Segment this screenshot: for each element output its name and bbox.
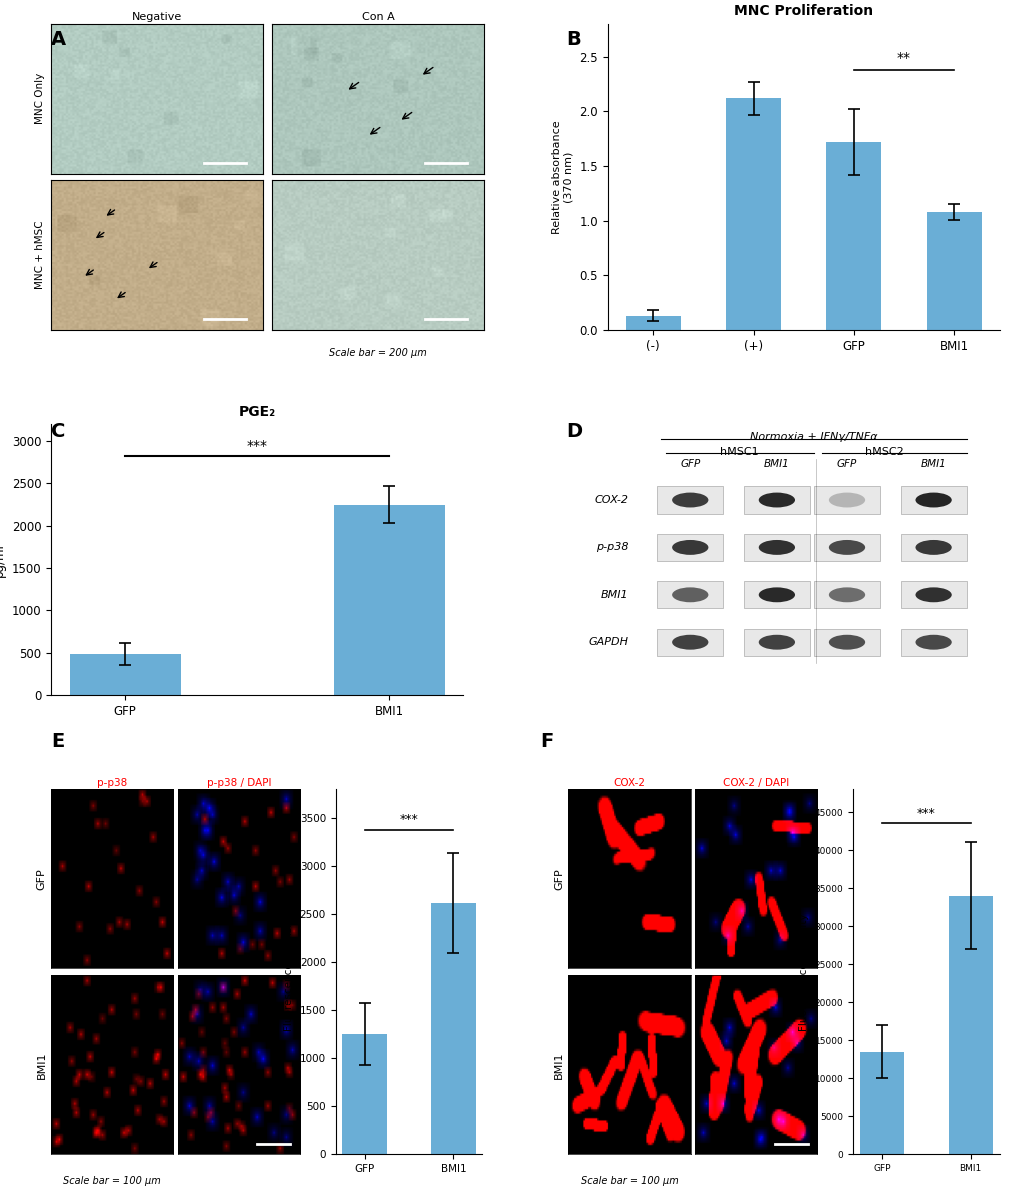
- Title: p-p38 / DAPI: p-p38 / DAPI: [207, 778, 271, 789]
- Ellipse shape: [672, 540, 708, 555]
- FancyBboxPatch shape: [813, 534, 879, 560]
- Ellipse shape: [758, 540, 794, 555]
- Text: C: C: [51, 422, 65, 441]
- Text: GFP: GFP: [680, 459, 700, 469]
- FancyBboxPatch shape: [900, 487, 966, 514]
- Text: p-p38: p-p38: [595, 543, 628, 552]
- Ellipse shape: [828, 540, 864, 555]
- Ellipse shape: [672, 588, 708, 602]
- Y-axis label: GFP: GFP: [37, 868, 47, 890]
- Title: Negative: Negative: [131, 12, 182, 21]
- Text: BMI1: BMI1: [920, 459, 946, 469]
- FancyBboxPatch shape: [813, 628, 879, 656]
- Ellipse shape: [758, 634, 794, 650]
- FancyBboxPatch shape: [656, 581, 722, 608]
- Text: ***: ***: [916, 807, 934, 820]
- FancyBboxPatch shape: [813, 487, 879, 514]
- Bar: [726, 98, 781, 330]
- Y-axis label: Relative absorbance
(370 nm): Relative absorbance (370 nm): [551, 120, 574, 233]
- Text: ***: ***: [399, 813, 418, 826]
- FancyBboxPatch shape: [743, 581, 809, 608]
- Y-axis label: MNC + hMSC: MNC + hMSC: [36, 220, 46, 289]
- Text: A: A: [51, 30, 66, 49]
- Bar: [333, 505, 444, 695]
- Text: F: F: [540, 732, 553, 751]
- Text: GFP: GFP: [836, 459, 856, 469]
- Text: D: D: [566, 422, 582, 441]
- Text: B: B: [566, 30, 580, 49]
- Bar: [342, 1034, 386, 1154]
- Ellipse shape: [672, 634, 708, 650]
- Title: Con A: Con A: [361, 12, 394, 21]
- Y-axis label: BMI1: BMI1: [553, 1051, 564, 1078]
- Ellipse shape: [758, 493, 794, 507]
- Text: GAPDH: GAPDH: [588, 637, 628, 647]
- Text: ***: ***: [247, 439, 267, 453]
- Bar: [69, 653, 180, 695]
- FancyBboxPatch shape: [656, 534, 722, 560]
- Text: BMI1: BMI1: [763, 459, 789, 469]
- Bar: [825, 142, 880, 330]
- FancyBboxPatch shape: [900, 581, 966, 608]
- FancyBboxPatch shape: [656, 628, 722, 656]
- FancyBboxPatch shape: [900, 628, 966, 656]
- Y-axis label: Fluorescence intensity: Fluorescence intensity: [284, 913, 293, 1031]
- Ellipse shape: [828, 634, 864, 650]
- Ellipse shape: [828, 588, 864, 602]
- Text: COX-2: COX-2: [594, 495, 628, 505]
- Text: **: **: [896, 51, 910, 65]
- Text: Normoxia + IFNγ/TNFα: Normoxia + IFNγ/TNFα: [749, 432, 877, 443]
- Text: hMSC1: hMSC1: [719, 447, 758, 457]
- Text: BMI1: BMI1: [600, 590, 628, 600]
- Ellipse shape: [758, 588, 794, 602]
- Ellipse shape: [915, 493, 951, 507]
- Bar: [925, 212, 981, 330]
- Text: Scale bar = 100 μm: Scale bar = 100 μm: [63, 1176, 161, 1185]
- Y-axis label: Fluorescence intensity: Fluorescence intensity: [798, 913, 808, 1031]
- Ellipse shape: [828, 493, 864, 507]
- Title: COX-2 / DAPI: COX-2 / DAPI: [722, 778, 789, 789]
- Bar: [948, 896, 991, 1154]
- Ellipse shape: [915, 540, 951, 555]
- Ellipse shape: [672, 493, 708, 507]
- Ellipse shape: [915, 588, 951, 602]
- Text: Scale bar = 200 μm: Scale bar = 200 μm: [329, 347, 426, 358]
- Bar: [625, 315, 680, 330]
- Y-axis label: MNC Only: MNC Only: [36, 74, 46, 125]
- Text: hMSC2: hMSC2: [864, 447, 903, 457]
- Title: PGE₂: PGE₂: [238, 405, 275, 419]
- FancyBboxPatch shape: [656, 487, 722, 514]
- Bar: [431, 902, 475, 1154]
- Text: E: E: [51, 732, 64, 751]
- FancyBboxPatch shape: [813, 581, 879, 608]
- Y-axis label: pg/ml: pg/ml: [0, 543, 6, 576]
- Y-axis label: BMI1: BMI1: [37, 1051, 47, 1078]
- FancyBboxPatch shape: [743, 534, 809, 560]
- Text: Scale bar = 100 μm: Scale bar = 100 μm: [580, 1176, 678, 1185]
- Y-axis label: GFP: GFP: [553, 868, 564, 890]
- Bar: [859, 1052, 903, 1154]
- Ellipse shape: [915, 634, 951, 650]
- Title: p-p38: p-p38: [97, 778, 127, 789]
- Title: COX-2: COX-2: [612, 778, 645, 789]
- FancyBboxPatch shape: [743, 628, 809, 656]
- FancyBboxPatch shape: [900, 534, 966, 560]
- Title: MNC Proliferation: MNC Proliferation: [734, 5, 872, 19]
- FancyBboxPatch shape: [743, 487, 809, 514]
